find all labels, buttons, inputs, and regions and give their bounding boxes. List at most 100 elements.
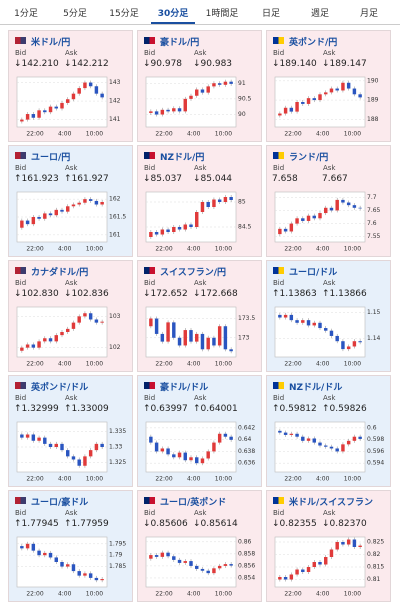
tab[interactable]: 日足 [261,9,280,19]
ask-label: Ask [65,164,78,172]
candle [66,206,70,212]
candle [160,109,165,115]
mini-chart: 1.325 1.33 1.335 22:00 4:00 10:00 [16,421,126,483]
candle [229,81,233,84]
tab[interactable]: 30分足 [151,6,195,24]
candle [295,569,299,575]
candle [312,322,316,326]
currency-panel[interactable]: 英ポンド/円 Bid Ask ↓189.140 ↓189.147 188 189 190 22:… [266,30,391,142]
candle [20,220,24,228]
currency-panel[interactable]: ユーロ/豪ドル Bid Ask ↑1.77945 ↑1.77959 1.785 1.79 1.… [8,490,133,602]
bid-label: Bid [273,164,285,172]
mini-chart: 84.5 85 22:00 4:00 10:00 [145,191,252,253]
y-tick-label: 7.7 [367,194,377,201]
candle [200,202,205,212]
currency-panel[interactable]: 豪ドル/ドル Bid Ask ↑0.63997 ↑0.64001 0.636 0.638 0.… [137,375,262,487]
y-tick-label: 190 [367,77,379,84]
candle [217,83,222,85]
y-tick-label: 0.854 [238,574,255,581]
flag-icon [273,152,284,159]
bid-value: ↓0.82355 [272,519,317,529]
currency-panel[interactable]: NZドル/円 Bid Ask ↓85.037 ↓85.044 84.5 85 22:00 4:0… [137,145,262,257]
candle [94,200,99,205]
y-tick-label: 0.598 [367,436,384,443]
ask-label: Ask [194,49,207,57]
flag-icon [144,152,155,159]
currency-panel[interactable]: カナダドル/円 Bid Ask ↓102.830 ↓102.836 102 103 22:00… [8,260,133,372]
candle [48,443,53,447]
candle [206,337,210,350]
candle [88,450,93,457]
y-tick-label: 0.86 [238,538,252,545]
chart-area [145,76,237,128]
ask-label: Ask [323,394,336,402]
candle [301,569,305,572]
candle [346,440,351,445]
tab[interactable]: 15分足 [109,9,139,19]
x-tick-label: 22:00 [284,131,301,138]
candle [172,322,176,338]
tab[interactable]: 月足 [359,9,378,19]
ask-label: Ask [65,49,78,57]
currency-panel[interactable]: NZドル/ドル Bid Ask ↑0.59812 ↑0.59826 0.594 0.596 0… [266,375,391,487]
tab[interactable]: 週足 [310,9,329,19]
y-tick-label: 84.5 [238,224,252,231]
candle [31,344,36,348]
candle [306,215,311,221]
ask-label: Ask [194,164,207,172]
candle [88,82,93,87]
bid-label: Bid [144,509,156,517]
candle [66,450,70,457]
candle [94,86,99,94]
candle [66,564,70,567]
currency-panel[interactable]: スイスフラン/円 Bid Ask ↓172.652 ↓172.668 173 173.5 22… [137,260,262,372]
tab[interactable]: 1分足 [14,9,38,19]
currency-panel[interactable]: 英ポンド/ドル Bid Ask ↑1.32999 ↑1.33009 1.325 1.33 1.… [8,375,133,487]
candle [312,562,316,567]
tab[interactable]: 5分足 [63,9,87,19]
chart-area [145,421,237,473]
x-tick-label: 22:00 [26,591,43,598]
y-tick-label: 0.636 [238,460,255,467]
currency-panel[interactable]: ユーロ/英ポンド Bid Ask ↓0.85606 ↓0.85614 0.854 0.856… [137,490,262,602]
candle [25,220,30,225]
ask-value: ↑0.64001 [193,404,238,414]
candle [200,568,205,571]
candle [20,119,24,122]
candle [229,436,233,440]
currency-panel[interactable]: 米ドル/スイスフラン Bid Ask ↓0.82355 ↓0.82370 0.81 0.81… [266,490,391,602]
ask-label: Ask [194,394,207,402]
candle [54,443,58,447]
currency-panel[interactable]: ユーロ/ドル Bid Ask ↑1.13863 ↑1.13866 1.14 1.15 22:0… [266,260,391,372]
candle [200,458,205,464]
x-tick-label: 4:00 [187,361,201,368]
bid-value: ↓85.037 [143,174,183,184]
candle [312,98,316,101]
mini-chart: 173 173.5 22:00 4:00 10:00 [145,306,255,368]
y-tick-label: 7.55 [367,233,381,240]
candle [301,218,305,221]
currency-panel[interactable]: ランド/円 Bid Ask 7.658 7.667 7.55 7.6 7.65 7.7 22:00… [266,145,391,257]
currency-panel[interactable]: 豪ドル/円 Bid Ask ↓90.978 ↓90.983 90 90.5 91 22:00 4:… [137,30,262,142]
candle [172,556,176,560]
currency-panel[interactable]: ユーロ/円 Bid Ask ↑161.923 ↑161.927 161 161.5 162 22… [8,145,133,257]
ask-value: 7.667 [322,174,348,184]
bid-value: ↓142.210 [14,59,59,69]
candle [71,93,76,100]
y-tick-label: 0.6 [367,424,377,431]
candle [318,562,322,565]
x-tick-label: 10:00 [344,591,361,598]
ask-label: Ask [323,509,336,517]
candle [94,577,99,581]
candle [229,197,233,200]
ask-value: ↓90.983 [193,59,233,69]
tab[interactable]: 1時間足 [205,9,239,19]
y-tick-label: 91 [238,80,246,87]
y-tick-label: 0.638 [238,448,255,455]
currency-panel[interactable]: 米ドル/円 Bid Ask ↓142.210 ↓142.212 141 142 143 22:0… [8,30,133,142]
pair-name: 米ドル/スイスフラン [289,498,374,508]
x-tick-label: 22:00 [284,361,301,368]
y-tick-label: 0.596 [367,448,384,455]
candle [172,108,176,112]
x-tick-label: 10:00 [86,361,103,368]
